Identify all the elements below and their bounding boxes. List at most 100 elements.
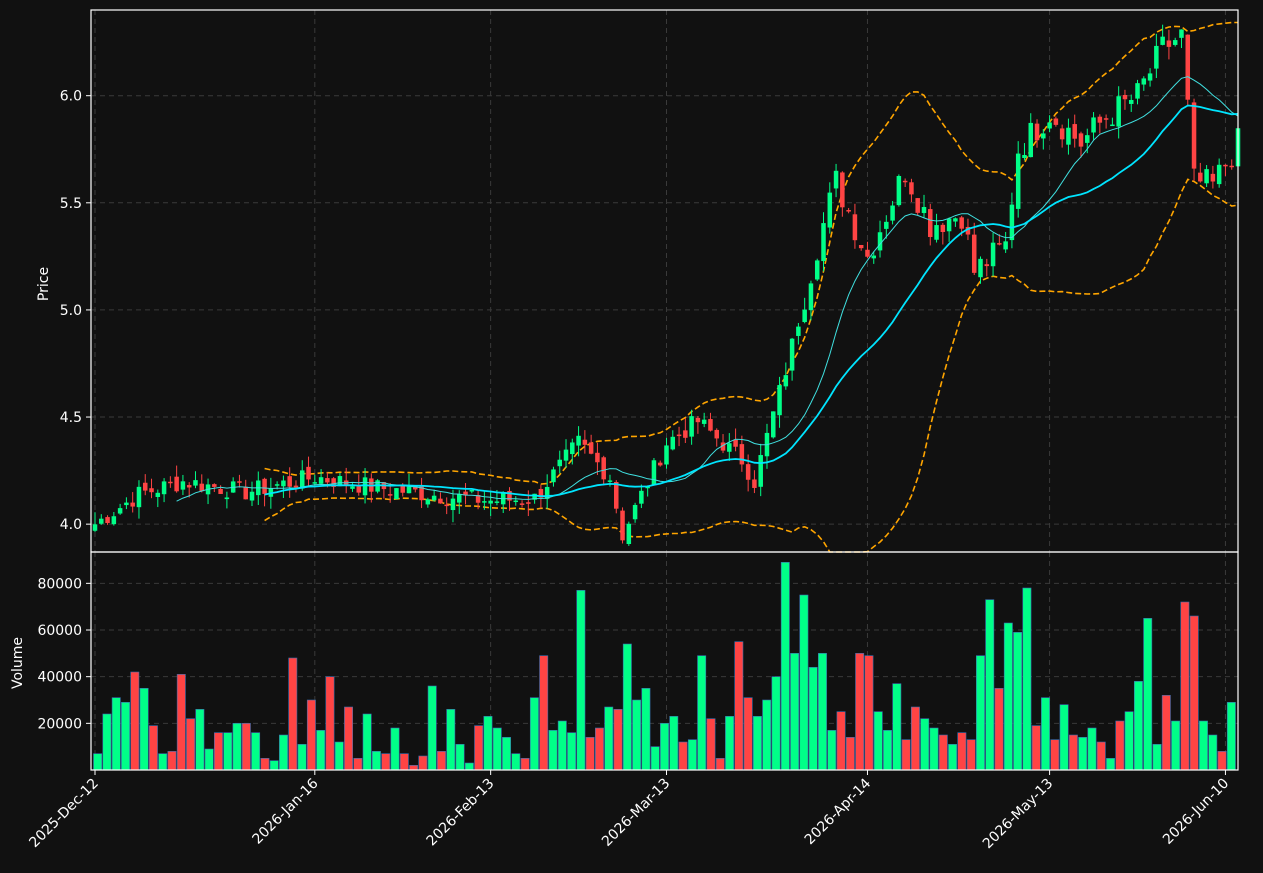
volume-bar [241, 723, 251, 771]
candle-down [199, 483, 205, 492]
candle-up [783, 375, 789, 387]
volume-bar [613, 709, 623, 771]
candle-up [318, 477, 324, 484]
candle-down [928, 209, 933, 237]
candle-down [463, 491, 468, 496]
candle-down [595, 452, 600, 463]
candle-up [312, 482, 318, 484]
price-axis-label: Price [36, 267, 52, 301]
candle-up [802, 309, 807, 323]
volume-bar [827, 730, 837, 771]
upper-band-line [264, 21, 1238, 485]
candle-up [934, 225, 939, 240]
candle-down [1103, 118, 1109, 120]
volume-bars [93, 562, 1236, 771]
candle-down [293, 485, 299, 488]
candle-up [450, 498, 456, 511]
candle-down [752, 479, 757, 488]
candle-up [871, 255, 877, 259]
candle-up [607, 480, 613, 482]
candle-down [852, 214, 858, 241]
candle-up [758, 455, 763, 487]
candle-up [689, 416, 694, 437]
candle-down [865, 249, 870, 257]
volume-bar [734, 641, 744, 771]
volume-bar [697, 655, 707, 771]
bollinger-bands [264, 21, 1239, 553]
candle-up [155, 492, 161, 498]
volume-bar [1199, 720, 1208, 771]
candle-up [1041, 133, 1046, 139]
volume-bar [167, 751, 177, 771]
price-tick-label: 6.0 [60, 89, 82, 105]
candle-up [946, 218, 952, 232]
candle-up [1009, 204, 1015, 241]
volume-bar [855, 653, 865, 771]
candle-up [513, 500, 519, 503]
volume-bar [1078, 737, 1088, 771]
candle-up [350, 486, 355, 489]
volume-panel-frame [90, 551, 1239, 771]
candle-down [720, 442, 726, 451]
volume-bar [502, 737, 511, 771]
volume-bar [139, 688, 149, 771]
candle-down [858, 245, 864, 249]
candle-up [494, 501, 500, 503]
candle-up [890, 205, 895, 221]
volume-bar [780, 562, 790, 771]
candle-up [1003, 241, 1008, 250]
candle-up [469, 489, 475, 492]
moving-averages [176, 76, 1239, 502]
volume-bar [474, 725, 484, 771]
candle-up [1204, 169, 1209, 184]
volume-bar [288, 657, 298, 771]
candle-up [532, 493, 537, 500]
candle-down [733, 439, 738, 447]
candle-down [1053, 118, 1059, 125]
candle-down [714, 429, 719, 439]
volume-bar [1050, 739, 1060, 771]
candle-up [281, 480, 286, 487]
candle-up [833, 170, 839, 189]
volume-bar [1041, 697, 1050, 771]
volume-bar [910, 706, 920, 771]
candle-up [99, 518, 104, 524]
candle-up [193, 480, 198, 486]
candle-down [840, 172, 845, 208]
candle-down [387, 494, 393, 496]
candle-down [1210, 173, 1216, 182]
volume-bar [687, 739, 697, 771]
volume-bar [669, 716, 679, 771]
volume-bar [678, 741, 688, 771]
candle-up [488, 500, 493, 504]
volume-bar [957, 732, 967, 771]
slow-moving-average-line [264, 104, 1239, 498]
candle-down [846, 210, 851, 212]
price-tick-label: 5.0 [60, 303, 82, 319]
candle-up [117, 508, 123, 514]
candle-down [940, 224, 946, 233]
candle-down [1034, 123, 1040, 141]
volume-bar [529, 697, 539, 771]
volume-bar [836, 711, 846, 771]
candle-up [1216, 164, 1222, 185]
candle-down [218, 488, 223, 494]
volume-bar [223, 732, 233, 771]
candle-down [507, 490, 512, 501]
volume-bar [892, 683, 902, 771]
volume-bar [1208, 734, 1218, 771]
volume-bar [158, 753, 168, 771]
candle-up [274, 484, 280, 486]
candle-down [331, 478, 336, 487]
candle-up [431, 495, 437, 501]
candle-up [877, 232, 883, 251]
candle-up [1141, 78, 1147, 85]
volume-bar [111, 697, 121, 771]
volume-bar [985, 599, 995, 771]
candle-down [1185, 34, 1191, 100]
candle-down [1122, 94, 1128, 100]
price-tick-label: 4.5 [60, 410, 82, 426]
candle-up [1047, 122, 1052, 129]
candle-up [570, 442, 575, 455]
